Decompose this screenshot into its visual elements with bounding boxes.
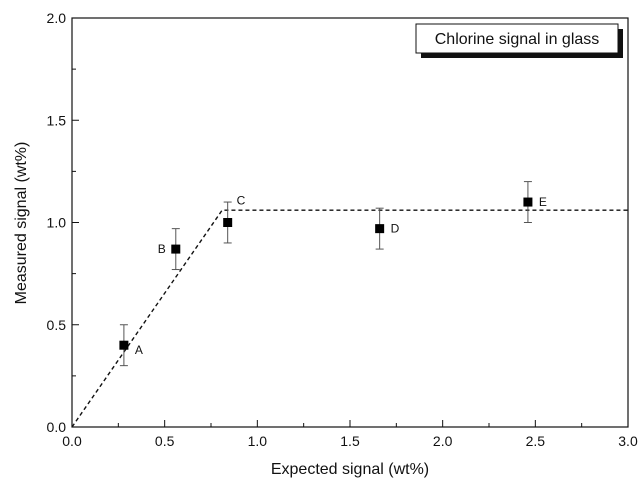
x-tick-label: 3.0 [618,433,638,449]
point-label: A [135,343,143,357]
plot-area [71,17,629,428]
y-tick-label: 2.0 [47,10,67,26]
plot-border [71,17,629,428]
legend: Chlorine signal in glass [415,23,623,58]
x-tick-label: 2.5 [526,433,546,449]
data-point-C [223,218,233,227]
x-tick-label: 1.0 [248,433,268,449]
y-axis-title: Measured signal (wt%) [13,142,30,305]
point-label: E [539,195,547,209]
x-tick-label: 0.5 [155,433,175,449]
y-tick-label: 0.5 [47,317,67,333]
x-tick-label: 0.0 [62,433,82,449]
y-tick-label: 0.0 [47,419,67,435]
legend-label: Chlorine signal in glass [435,31,600,48]
y-tick-label: 1.5 [47,112,67,128]
data-point-B [171,244,181,254]
legend-box [415,23,619,54]
x-axis-title: Expected signal (wt%) [271,461,429,478]
x-tick-label: 2.0 [433,433,453,449]
data-points: A B C D E [119,181,547,367]
data-point-E [523,197,533,207]
y-tick-label: 1.0 [47,215,67,231]
point-label: D [391,222,400,236]
data-point-D [375,224,385,234]
reference-line [71,209,628,428]
point-label: B [158,242,166,256]
y-axis-ticks: 0.0 0.5 1.0 1.5 2.0 [47,10,79,435]
dashed-trend-line [71,209,628,428]
point-label: C [237,194,246,208]
x-tick-label: 1.5 [340,433,360,449]
data-point-A [119,340,129,350]
x-axis-ticks: 0.0 0.5 1.0 1.5 2.0 2.5 3.0 [62,420,638,449]
